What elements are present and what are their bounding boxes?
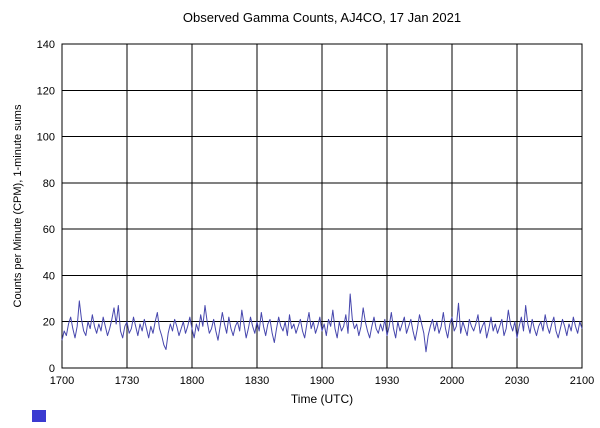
- svg-text:1930: 1930: [375, 375, 399, 387]
- svg-text:80: 80: [43, 178, 55, 190]
- svg-text:100: 100: [37, 132, 55, 144]
- svg-text:20: 20: [43, 317, 55, 329]
- svg-text:1830: 1830: [245, 375, 269, 387]
- svg-text:2100: 2100: [570, 375, 594, 387]
- svg-text:120: 120: [37, 85, 55, 97]
- svg-text:60: 60: [43, 224, 55, 236]
- svg-text:2000: 2000: [440, 375, 464, 387]
- chart-title: Observed Gamma Counts, AJ4CO, 17 Jan 202…: [182, 10, 462, 25]
- svg-text:2030: 2030: [505, 375, 529, 387]
- svg-text:140: 140: [37, 39, 55, 51]
- svg-text:1730: 1730: [115, 375, 139, 387]
- svg-text:1900: 1900: [310, 375, 334, 387]
- svg-text:40: 40: [43, 270, 55, 282]
- svg-text:1800: 1800: [180, 375, 204, 387]
- x-axis-label: Time (UTC): [290, 392, 354, 406]
- svg-text:0: 0: [49, 363, 55, 375]
- svg-text:1700: 1700: [50, 375, 74, 387]
- blue-square-mark: [32, 410, 46, 422]
